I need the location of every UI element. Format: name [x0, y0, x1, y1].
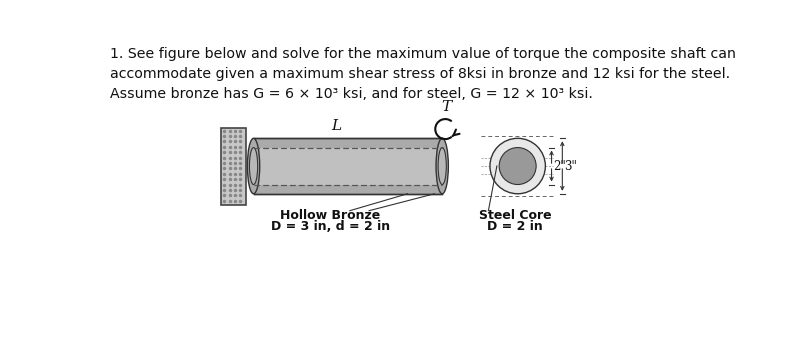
- Circle shape: [490, 138, 545, 194]
- Text: 1. See figure below and solve for the maximum value of torque the composite shaf: 1. See figure below and solve for the ma…: [109, 47, 736, 101]
- Text: L: L: [331, 119, 341, 133]
- Text: Steel Core: Steel Core: [479, 209, 551, 222]
- Ellipse shape: [247, 138, 260, 194]
- Circle shape: [500, 147, 536, 185]
- Text: T: T: [441, 100, 451, 114]
- Text: Hollow Bronze: Hollow Bronze: [281, 209, 380, 222]
- FancyBboxPatch shape: [221, 127, 246, 205]
- Ellipse shape: [438, 147, 446, 185]
- Ellipse shape: [250, 147, 258, 185]
- Bar: [254, 147, 442, 185]
- Ellipse shape: [436, 138, 448, 194]
- Text: D = 3 in, d = 2 in: D = 3 in, d = 2 in: [271, 220, 390, 233]
- Text: D = 2 in: D = 2 in: [487, 220, 543, 233]
- Text: 2": 2": [553, 160, 566, 172]
- Text: 3": 3": [564, 160, 577, 172]
- Bar: [254, 138, 442, 194]
